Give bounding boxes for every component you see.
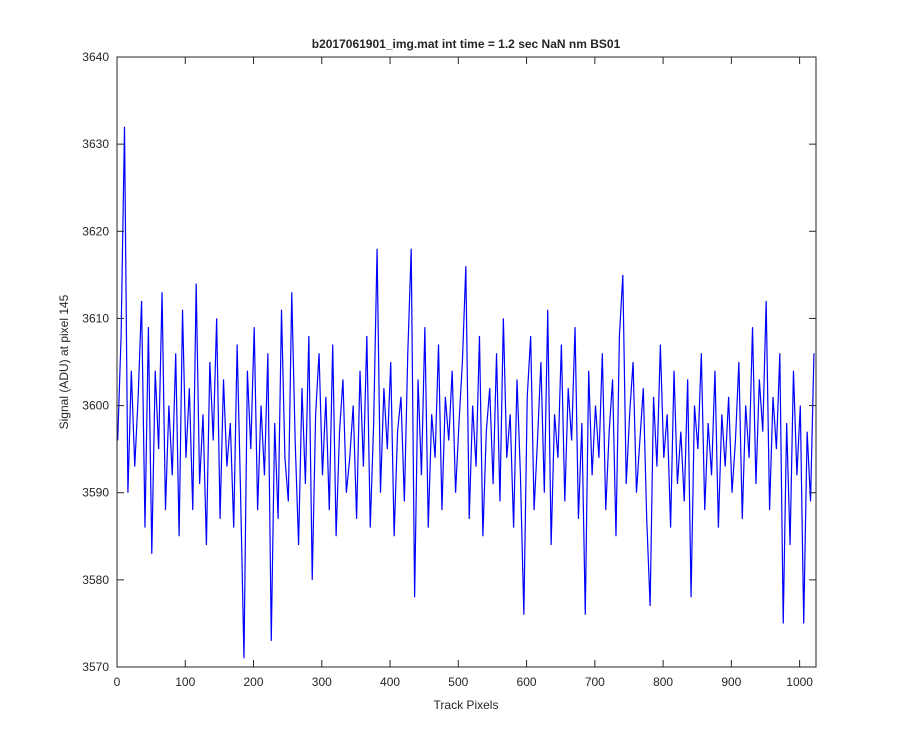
plot-area [117,57,816,667]
chart-title: b2017061901_img.mat int time = 1.2 sec N… [312,37,621,51]
x-tick-label: 400 [380,675,400,689]
x-tick-label: 700 [585,675,605,689]
line-series [117,126,815,659]
y-tick-label: 3620 [82,224,109,238]
x-tick-label: 800 [653,675,673,689]
y-tick-label: 3630 [82,137,109,151]
x-tick-label: 1000 [786,675,813,689]
y-axis-label: Signal (ADU) at pixel 145 [57,294,71,429]
y-tick-label: 3590 [82,486,109,500]
y-tick-label: 3610 [82,311,109,325]
x-tick-label: 200 [244,675,264,689]
y-tick-label: 3640 [82,50,109,64]
y-tick-label: 3570 [82,660,109,674]
axes-box [116,56,817,668]
plot [117,126,815,659]
x-tick-label: 100 [175,675,195,689]
x-axis-label: Track Pixels [434,698,499,712]
x-tick-label: 0 [114,675,121,689]
x-tick-label: 300 [312,675,332,689]
x-tick-label: 600 [517,675,537,689]
y-tick-label: 3580 [82,573,109,587]
x-tick-label: 500 [448,675,468,689]
x-tick-label: 900 [721,675,741,689]
y-tick-label: 3600 [82,399,109,413]
